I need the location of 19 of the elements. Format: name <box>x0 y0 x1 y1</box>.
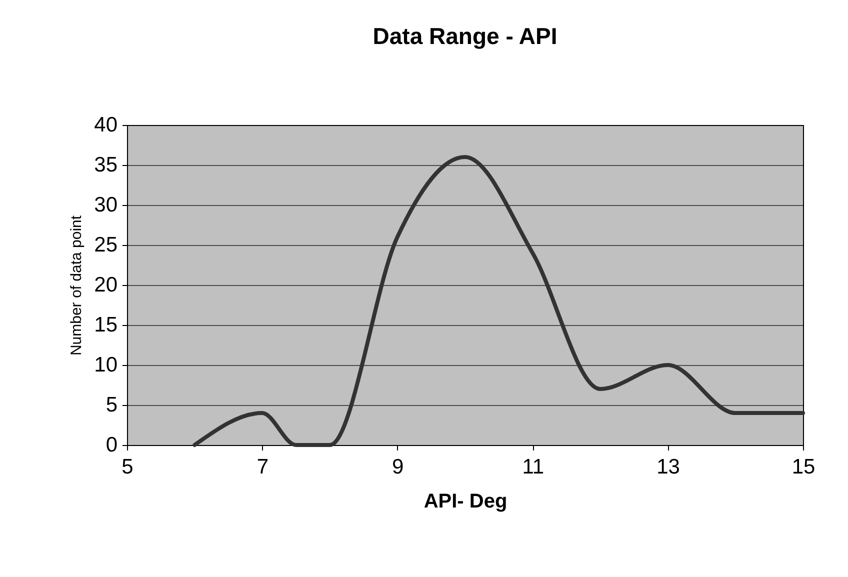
y-tick-label: 10 <box>94 354 118 376</box>
x-tick-label: 11 <box>522 456 544 478</box>
line-series <box>192 155 805 447</box>
y-tick-label: 25 <box>94 234 118 256</box>
x-tick-label: 7 <box>256 456 269 478</box>
y-tick-label: 40 <box>94 114 118 136</box>
y-tick-label: 15 <box>94 314 118 336</box>
y-tick-label: 30 <box>94 194 118 216</box>
y-tick-label: 5 <box>106 394 118 416</box>
x-tick-label: 15 <box>792 456 816 478</box>
y-tick-label: 0 <box>106 434 118 456</box>
x-tick-label: 9 <box>392 456 404 478</box>
y-tick-label: 20 <box>94 274 118 296</box>
x-axis-title: API- Deg <box>424 490 508 512</box>
y-axis-title: Number of data point <box>68 214 86 356</box>
y-tick-label: 35 <box>94 154 118 176</box>
x-tick-label: 5 <box>122 456 134 478</box>
x-tick-label: 13 <box>656 456 680 478</box>
chart-title: Data Range - API <box>372 23 558 49</box>
